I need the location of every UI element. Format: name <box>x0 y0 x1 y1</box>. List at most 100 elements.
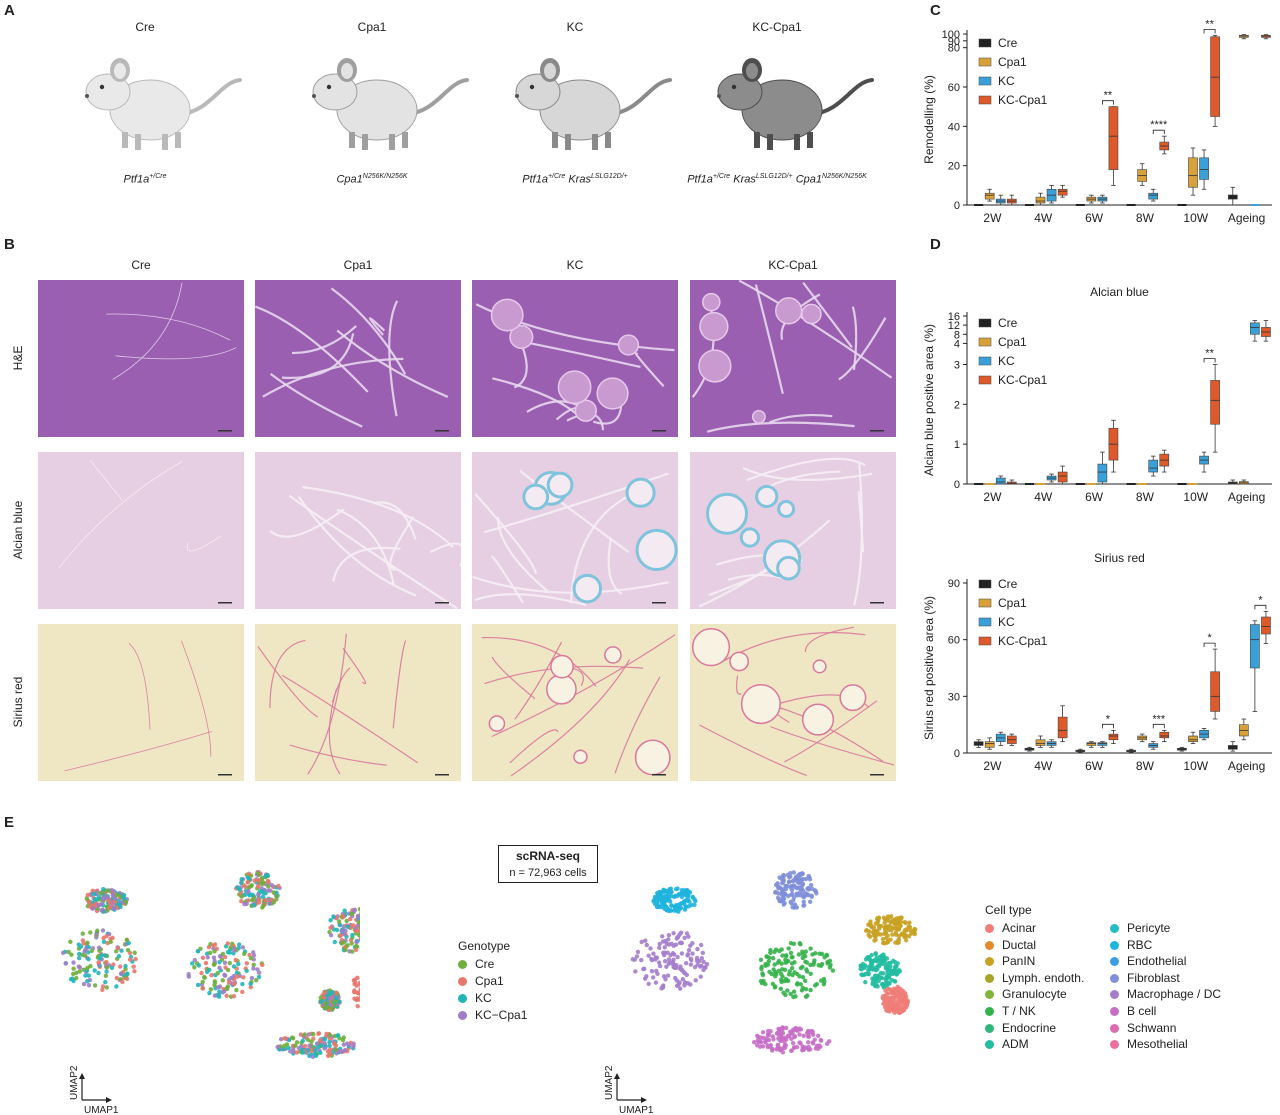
umap-cell <box>801 1033 806 1039</box>
tissue-septum <box>269 639 306 709</box>
umap-cell <box>688 962 694 967</box>
tissue-septum <box>330 287 407 375</box>
umap-cell <box>781 902 786 907</box>
y-tick-label: 80 <box>948 43 960 55</box>
box-kc <box>1250 624 1260 669</box>
umap-cell <box>780 967 785 972</box>
umap-cell <box>101 939 107 945</box>
umap-cell <box>808 946 813 951</box>
umap-cell <box>101 887 106 892</box>
umap-cell <box>768 950 773 956</box>
mouse-head <box>312 73 358 111</box>
umap-cell <box>268 888 273 893</box>
umap-cell <box>688 943 693 948</box>
umap-cell <box>783 976 789 982</box>
umap-cell <box>255 967 260 972</box>
umap-cell <box>776 1042 781 1048</box>
tissue-septum <box>297 496 417 597</box>
umap-cell <box>818 1038 824 1043</box>
umap-cell <box>207 950 213 956</box>
lesion-duct <box>572 573 603 604</box>
umap-cell <box>124 976 130 982</box>
mouse-ear-inner <box>544 63 556 79</box>
umap-cell <box>883 988 888 993</box>
umap-cell <box>888 960 893 966</box>
umap-genotype-cluster <box>84 887 130 914</box>
legend-label-kc: KC <box>998 615 1015 629</box>
umap-cell <box>309 1039 314 1044</box>
umap-cell <box>889 914 894 919</box>
umap-cell <box>763 981 768 987</box>
umap-cell <box>892 959 898 965</box>
y-tick-label: 60 <box>948 82 960 94</box>
umap-cell <box>240 989 245 995</box>
umap-cell <box>323 1001 328 1006</box>
umap-cell <box>864 928 869 933</box>
umap-cell <box>248 985 254 990</box>
umap-cell <box>657 945 662 950</box>
umap-cell <box>805 886 810 891</box>
umap2-axis-label: UMAP2 <box>604 1065 615 1100</box>
umap-cell <box>276 883 281 889</box>
legend-swatch-kc-cpa1 <box>978 95 992 105</box>
umap-cell <box>200 979 205 985</box>
umap-cell <box>782 891 787 897</box>
umap-cell <box>643 938 648 943</box>
umap-cell <box>260 962 265 968</box>
umap-cell <box>294 1050 300 1055</box>
significance-bracket <box>1152 129 1165 135</box>
lesion-duct <box>574 399 597 422</box>
mouse-ear-inner <box>114 63 126 79</box>
legend-dot-icon <box>1110 973 1119 983</box>
umap-cell <box>307 1053 312 1059</box>
mouse-icon <box>85 58 242 150</box>
umap-cell <box>331 914 336 919</box>
celltype-legend-label: Lymph. endoth. <box>1002 970 1085 985</box>
umap-cell <box>786 874 792 880</box>
tissue-septum <box>388 300 399 417</box>
umap-cell <box>653 957 658 962</box>
umap-genotype-cluster <box>327 907 360 954</box>
legend-label-kc-cpa1: KC-Cpa1 <box>998 93 1048 107</box>
mouse-leg <box>807 132 813 148</box>
umap-cell <box>797 974 802 979</box>
umap-cell <box>350 949 355 954</box>
umap-cell <box>881 993 886 999</box>
x-tick-label: 10W <box>1183 211 1208 225</box>
tissue-septum <box>474 593 587 607</box>
umap-cell <box>895 940 900 946</box>
x-tick-label: Ageing <box>1228 211 1265 225</box>
celltype-legend-label: Acinar <box>1002 921 1037 935</box>
umap-cell <box>86 982 92 988</box>
umap-celltype-cluster <box>880 984 910 1016</box>
umap-cell <box>815 1044 820 1049</box>
celltype-legend-label: ADM <box>1002 1037 1029 1052</box>
genotype-legend-item: KC−Cpa1 <box>458 1008 527 1022</box>
umap-cell <box>200 986 206 991</box>
umap-cell <box>897 969 902 974</box>
umap-cell <box>355 975 360 981</box>
umap-cell <box>800 888 806 894</box>
celltype-legend-item: Granulocyte <box>985 987 1067 1001</box>
umap-cell <box>771 967 776 972</box>
umap-cell <box>251 966 256 971</box>
panel-letter-c: C <box>930 2 941 19</box>
lesion-duct <box>691 628 731 667</box>
umap-cell <box>352 996 357 1001</box>
mouse-leg <box>794 134 800 150</box>
mouse-leg <box>552 132 558 148</box>
lesion-duct <box>490 298 524 332</box>
umap-cell <box>803 987 809 992</box>
mouse-ear-inner <box>341 63 353 79</box>
mouse-nose <box>515 94 519 98</box>
significance-label: ** <box>1205 20 1214 30</box>
umap-cell <box>234 970 240 976</box>
umap-cell <box>766 1028 771 1034</box>
umap-cell <box>797 871 803 877</box>
legend-swatch-kc-cpa1 <box>978 375 992 385</box>
umap-cell <box>793 1025 798 1031</box>
umap-cell <box>755 1033 760 1038</box>
y-tick-label: 40 <box>948 121 960 133</box>
